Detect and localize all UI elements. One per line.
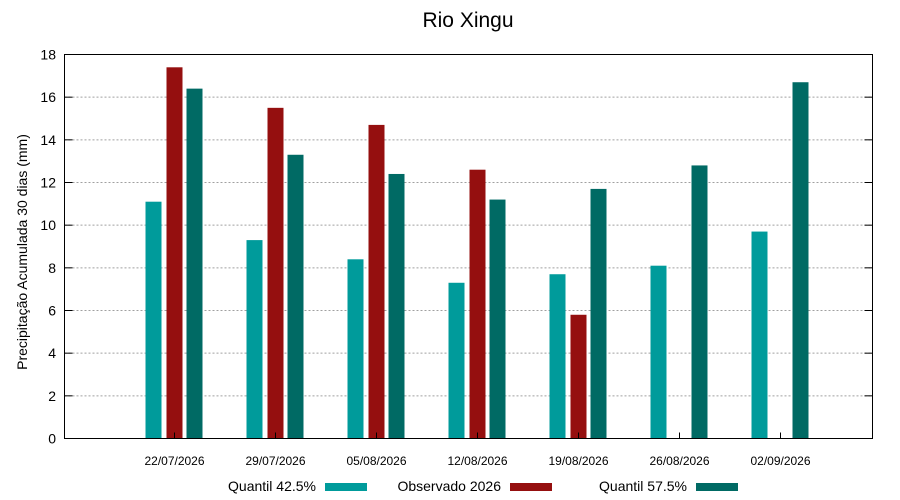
bar [570, 314, 587, 439]
bar [267, 107, 284, 439]
bar [287, 154, 304, 439]
y-tick-label: 0 [48, 431, 56, 447]
x-tick-label: 12/08/2026 [447, 454, 507, 468]
bar [691, 165, 708, 439]
bar [368, 124, 385, 439]
bar [792, 82, 809, 439]
legend-swatch [696, 483, 738, 491]
x-tick-label: 29/07/2026 [245, 454, 305, 468]
y-tick-label: 16 [40, 89, 56, 105]
y-tick-label: 18 [40, 47, 56, 63]
plot-frame [64, 54, 873, 439]
legend-label: Quantil 42.5% [228, 478, 316, 494]
y-tick-label: 10 [40, 217, 56, 233]
legend-label: Quantil 57.5% [599, 478, 687, 494]
bar [246, 240, 263, 439]
bar [448, 282, 465, 439]
y-tick-label: 2 [48, 388, 56, 404]
x-tick-label: 05/08/2026 [346, 454, 406, 468]
legend-label: Observado 2026 [397, 478, 501, 494]
x-tick-label: 19/08/2026 [548, 454, 608, 468]
bar [590, 188, 607, 439]
x-tick-label: 26/08/2026 [649, 454, 709, 468]
bar [388, 173, 405, 439]
chart-title: Rio Xingu [422, 9, 513, 32]
y-tick-label: 6 [48, 303, 56, 319]
bar [166, 67, 183, 439]
axis-ticks: 0 2 4 6 8 10 12 14 16 18 22/07/2026 29/07/2026 05/08… [40, 47, 873, 468]
bar [489, 199, 506, 439]
bars [145, 67, 809, 439]
gridlines [64, 96, 873, 397]
x-tick-label: 02/09/2026 [750, 454, 810, 468]
legend-swatch [510, 483, 552, 491]
y-axis-label: Precipitação Acumulada 30 dias (mm) [14, 134, 30, 370]
legend: Quantil 42.5% Observado 2026 Quantil 57.5% [228, 478, 738, 494]
bar [145, 201, 162, 439]
y-tick-label: 14 [40, 132, 56, 148]
bar [650, 265, 667, 439]
bar [347, 259, 364, 439]
y-tick-label: 8 [48, 260, 56, 276]
y-tick-label: 12 [40, 175, 56, 191]
bar [549, 274, 566, 439]
bar [751, 231, 768, 439]
y-tick-label: 4 [48, 345, 56, 361]
bar [186, 88, 203, 439]
x-tick-label: 22/07/2026 [144, 454, 204, 468]
legend-swatch [325, 483, 367, 491]
bar [469, 169, 486, 439]
